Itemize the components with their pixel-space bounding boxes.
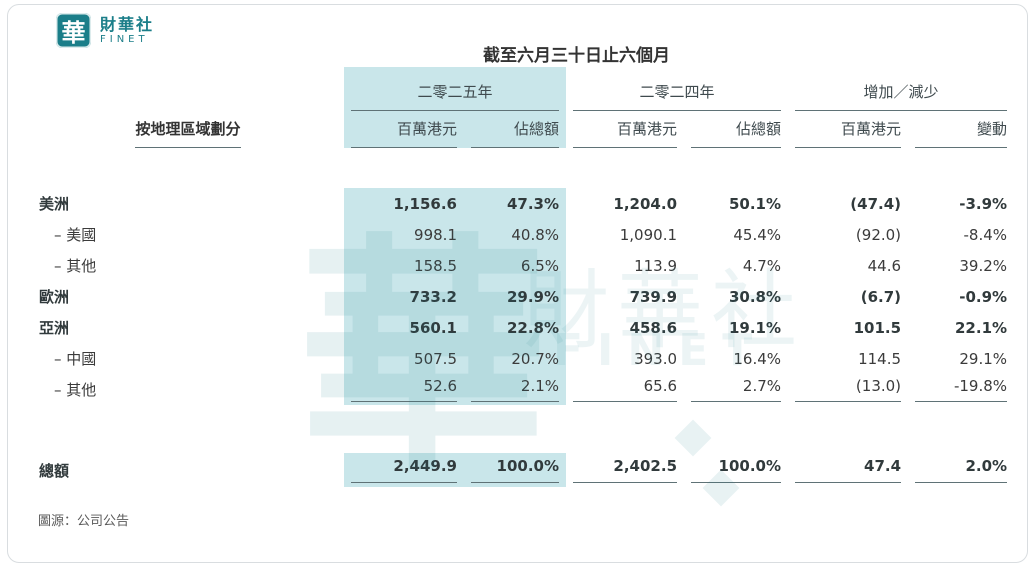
table-row: 美洲 1,156.6 47.3% 1,204.0 50.1% (47.4) -3…	[32, 188, 1014, 219]
value-cell: 1,090.1	[619, 225, 678, 244]
brand-name: 財華社	[100, 14, 155, 34]
source-note: 圖源：公司公告	[38, 514, 130, 529]
row-label: 美洲	[39, 195, 70, 213]
value-cell: 739.9	[629, 287, 678, 306]
col-header: 佔總額	[684, 111, 788, 148]
value-cell: 29.1%	[959, 349, 1008, 368]
value-cell: 507.5	[414, 349, 457, 368]
value-cell: 101.5	[853, 318, 902, 337]
value-cell: 47.3%	[506, 194, 560, 213]
value-cell: -0.9%	[959, 287, 1008, 306]
value-cell: 100.0%	[464, 453, 566, 487]
spacer-row	[32, 405, 1014, 453]
value-cell: 1,204.0	[613, 194, 678, 213]
value-cell: (6.7)	[860, 287, 902, 306]
table-row: – 中國 507.5 20.7% 393.0 16.4% 114.5 29.1%	[32, 343, 1014, 374]
value-cell: (13.0)	[788, 374, 908, 405]
value-cell: (47.4)	[850, 194, 902, 213]
table-row: – 其他 52.6 2.1% 65.6 2.7% (13.0) -19.8%	[32, 374, 1014, 405]
row-header: 按地理區域劃分	[32, 111, 344, 148]
col-group-change: 增加／減少	[788, 67, 1014, 111]
col-header: 百萬港元	[566, 111, 684, 148]
geo-revenue-table: 二零二五年 二零二四年 增加／減少 按地理區域劃分 百萬港元 佔總額 百萬港元 …	[32, 67, 1014, 487]
table-row: – 其他 158.5 6.5% 113.9 4.7% 44.6 39.2%	[32, 250, 1014, 281]
table-row: – 美國 998.1 40.8% 1,090.1 45.4% (92.0) -8…	[32, 219, 1014, 250]
row-label: – 中國	[54, 350, 97, 368]
value-cell: 39.2%	[959, 256, 1008, 275]
value-cell: 4.7%	[742, 256, 782, 275]
column-group-header-row: 二零二五年 二零二四年 增加／減少	[32, 67, 1014, 111]
row-label: 亞洲	[39, 319, 70, 337]
value-cell: 2.7%	[684, 374, 788, 405]
report-card: 華 財華社 FINET 截至六月三十日止六個月 二零二五年 二零二四	[7, 4, 1028, 563]
value-cell: 2.1%	[464, 374, 566, 405]
finet-logo-icon: 華	[56, 13, 91, 48]
value-cell: 47.4	[788, 453, 908, 487]
value-cell: 113.9	[634, 256, 678, 275]
value-cell: 158.5	[414, 256, 457, 275]
value-cell: 52.6	[344, 374, 464, 405]
brand-name-en: FINET	[100, 33, 149, 45]
value-cell: -19.8%	[908, 374, 1014, 405]
value-cell: 22.1%	[955, 318, 1008, 337]
value-cell: 2.0%	[908, 453, 1014, 487]
row-label: – 其他	[54, 381, 97, 399]
value-cell: 20.7%	[511, 349, 560, 368]
value-cell: 22.8%	[506, 318, 560, 337]
value-cell: 733.2	[409, 287, 457, 306]
spacer-row	[32, 148, 1014, 188]
col-header: 百萬港元	[788, 111, 908, 148]
brand-logo: 華 財華社 FINET	[56, 13, 154, 48]
table-row: 亞洲 560.1 22.8% 458.6 19.1% 101.5 22.1%	[32, 312, 1014, 343]
value-cell: 44.6	[867, 256, 902, 275]
col-header: 百萬港元	[344, 111, 464, 148]
value-cell: 16.4%	[733, 349, 782, 368]
value-cell: 100.0%	[684, 453, 788, 487]
value-cell: 1,156.6	[393, 194, 457, 213]
value-cell: 560.1	[409, 318, 457, 337]
row-label: 歐洲	[39, 288, 70, 306]
value-cell: 30.8%	[728, 287, 782, 306]
table-row: 歐洲 733.2 29.9% 739.9 30.8% (6.7) -0.9%	[32, 281, 1014, 312]
col-group-2025: 二零二五年	[344, 67, 566, 111]
logo-glyph: 華	[61, 19, 86, 47]
value-cell: 65.6	[566, 374, 684, 405]
page-title: 截至六月三十日止六個月	[483, 46, 670, 66]
value-cell: 998.1	[414, 225, 457, 244]
value-cell: 6.5%	[520, 256, 560, 275]
value-cell: -3.9%	[959, 194, 1008, 213]
sub-header-row: 按地理區域劃分 百萬港元 佔總額 百萬港元 佔總額 百萬港元 變動	[32, 111, 1014, 148]
value-cell: 2,402.5	[566, 453, 684, 487]
col-header: 佔總額	[464, 111, 566, 148]
value-cell: 50.1%	[728, 194, 782, 213]
value-cell: 19.1%	[728, 318, 782, 337]
col-header: 變動	[908, 111, 1014, 148]
value-cell: 393.0	[634, 349, 678, 368]
value-cell: (92.0)	[855, 225, 902, 244]
row-label: 總額	[39, 461, 70, 480]
value-cell: 458.6	[629, 318, 678, 337]
value-cell: 114.5	[858, 349, 902, 368]
table-wrapper: 二零二五年 二零二四年 增加／減少 按地理區域劃分 百萬港元 佔總額 百萬港元 …	[32, 67, 1014, 487]
col-group-2024: 二零二四年	[566, 67, 788, 111]
row-label: – 其他	[54, 257, 97, 275]
value-cell: 45.4%	[733, 225, 782, 244]
value-cell: -8.4%	[963, 225, 1008, 244]
row-label: – 美國	[54, 226, 97, 244]
brand-text: 財華社 FINET	[100, 14, 155, 46]
empty-corner-cell	[32, 67, 344, 111]
total-row: 總額 2,449.9 100.0% 2,402.5 100.0% 47.4 2.…	[32, 453, 1014, 487]
value-cell: 2,449.9	[344, 453, 464, 487]
value-cell: 29.9%	[506, 287, 560, 306]
value-cell: 40.8%	[511, 225, 560, 244]
